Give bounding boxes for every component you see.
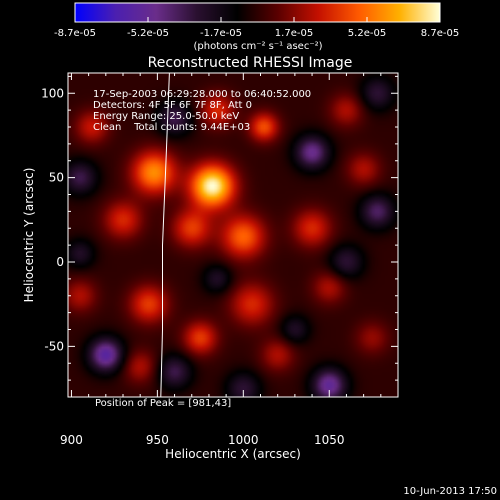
footer-date: 10-Jun-2013 17:50 xyxy=(403,486,497,497)
x-tick-label: 1000 xyxy=(228,433,259,447)
colorbar-ticks: -8.7e-05 -5.2e-05 -1.7e-05 1.7e-05 5.2e-05 8.… xyxy=(54,17,459,39)
colorbar-tick-label: -1.7e-05 xyxy=(200,28,242,39)
colorbar-tick-label: 5.2e-05 xyxy=(348,28,386,39)
x-axis-label: Heliocentric X (arcsec) xyxy=(165,447,301,461)
solar-limb-line xyxy=(160,73,170,397)
y-tick-label: 50 xyxy=(49,171,64,185)
annotation-detectors: Detectors: 4F 5F 6F 7F 8F, Att 0 xyxy=(93,100,252,111)
y-tick-label: -50 xyxy=(44,339,64,353)
plot-frame xyxy=(67,72,399,398)
colorbar-unit-label: (photons cm⁻² s⁻¹ asec⁻²) xyxy=(193,41,322,52)
heatmap-image xyxy=(68,73,398,397)
axis-ticks: 900 950 1000 1050 -50 0 50 100 xyxy=(41,73,399,447)
x-tick-label: 950 xyxy=(146,433,169,447)
colorbar: -8.7e-05 -5.2e-05 -1.7e-05 1.7e-05 5.2e-05 8.… xyxy=(54,2,459,52)
x-tick-label: 1050 xyxy=(314,433,345,447)
annotation-energy-range: Energy Range: 25.0-50.0 keV xyxy=(93,111,239,122)
colorbar-tick-label: 8.7e-05 xyxy=(421,28,459,39)
y-axis-label: Heliocentric Y (arcsec) xyxy=(22,168,36,303)
x-tick-label: 900 xyxy=(60,433,83,447)
annotation-clean-counts: Clean Total counts: 9.44E+03 xyxy=(93,122,250,133)
annotation-time-range: 17-Sep-2003 06:29:28.000 to 06:40:52.000 xyxy=(93,89,311,100)
y-tick-label: 100 xyxy=(41,86,64,100)
y-tick-label: 0 xyxy=(56,255,64,269)
colorbar-tick-label: -8.7e-05 xyxy=(54,28,96,39)
chart-title: Reconstructed RHESSI Image xyxy=(148,55,353,71)
colorbar-tick-label: 1.7e-05 xyxy=(275,28,313,39)
colorbar-gradient xyxy=(74,2,441,23)
colorbar-tick-label: -5.2e-05 xyxy=(127,28,169,39)
annotation-block: 17-Sep-2003 06:29:28.000 to 06:40:52.000… xyxy=(93,89,311,133)
peak-position-label: Position of Peak = [981,43] xyxy=(95,398,231,409)
